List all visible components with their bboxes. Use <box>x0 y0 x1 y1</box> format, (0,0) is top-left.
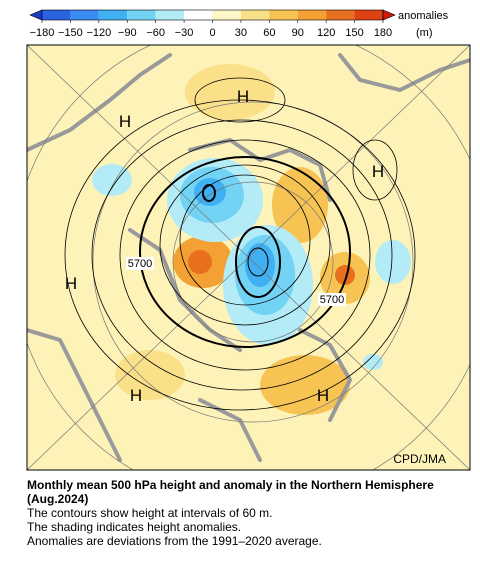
colorbar-tick-label: 30 <box>235 27 247 39</box>
colorbar-tick-label: −60 <box>146 27 165 39</box>
colorbar-tick-label: 90 <box>292 27 304 39</box>
caption-line: Anomalies are deviations from the 1991–2… <box>27 534 322 548</box>
colorbar-segment <box>70 10 99 20</box>
colorbar-segment <box>212 10 241 20</box>
colorbar-tick-label: 180 <box>374 27 392 39</box>
colorbar-extension <box>29 9 43 21</box>
map-frame <box>26 44 471 471</box>
colorbar-tick-label: 60 <box>263 27 275 39</box>
colorbar-segment <box>155 10 185 20</box>
colorbar-tick-label: −90 <box>118 27 137 39</box>
colorbar-title: anomalies <box>398 10 449 22</box>
colorbar: −180 −150 −120 −90 −60 −30 0 30 60 90 120 150 180 <box>29 9 396 39</box>
caption: Monthly mean 500 hPa height and anomaly … <box>27 478 467 548</box>
high-label: H <box>65 274 77 293</box>
contour-label: 5700 <box>320 294 344 306</box>
colorbar-tick-label: −30 <box>175 27 194 39</box>
colorbar-segment <box>127 10 156 20</box>
high-label: H <box>237 87 249 106</box>
colorbar-segment <box>269 10 298 20</box>
figure: −180 −150 −120 −90 −60 −30 0 30 60 90 120 150 180 an… <box>26 9 471 471</box>
high-label: H <box>372 162 384 181</box>
colorbar-segment <box>297 10 327 20</box>
map: H H H H H H 5700 5700 CPD/JMA <box>27 45 470 470</box>
colorbar-segment <box>240 10 270 20</box>
colorbar-segment <box>42 10 71 20</box>
height-contours <box>64 77 416 411</box>
colorbar-segment <box>354 10 383 20</box>
colorbar-tick-label: −150 <box>58 27 83 39</box>
credit: CPD/JMA <box>393 452 446 466</box>
contour-label: 5700 <box>128 258 152 270</box>
colorbar-tick-label: 0 <box>209 27 215 39</box>
high-label: H <box>130 386 142 405</box>
caption-line: The contours show height at intervals of… <box>27 506 273 520</box>
colorbar-segment <box>98 10 128 20</box>
colorbar-tick-label: 120 <box>317 27 335 39</box>
colorbar-segment <box>184 10 213 20</box>
colorbar-unit: (m) <box>416 27 433 39</box>
caption-line: The shading indicates height anomalies. <box>27 520 242 534</box>
colorbar-tick-label: −180 <box>30 27 55 39</box>
caption-title: Monthly mean 500 hPa height and anomaly … <box>27 478 434 506</box>
colorbar-segment <box>326 10 355 20</box>
high-label: H <box>119 112 131 131</box>
colorbar-tick-label: −120 <box>86 27 111 39</box>
high-label: H <box>317 386 329 405</box>
colorbar-tick-label: 150 <box>345 27 363 39</box>
colorbar-extension <box>382 9 396 21</box>
